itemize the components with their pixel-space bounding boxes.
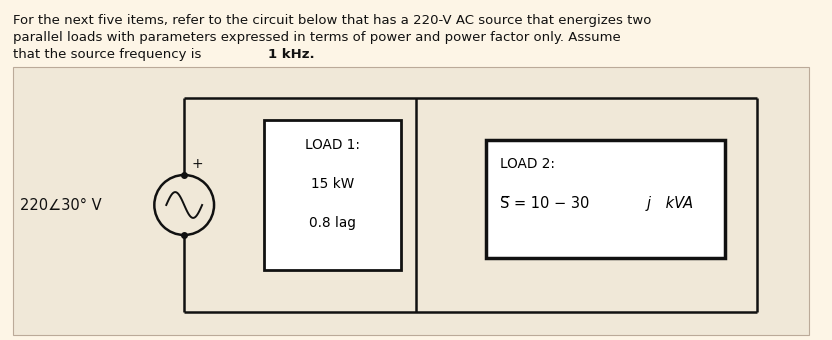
- Text: 220∠30° V: 220∠30° V: [20, 198, 102, 212]
- Text: j: j: [647, 196, 651, 211]
- Text: +: +: [191, 157, 203, 171]
- Text: parallel loads with parameters expressed in terms of power and power factor only: parallel loads with parameters expressed…: [13, 31, 621, 44]
- Text: that the source frequency is: that the source frequency is: [13, 48, 206, 61]
- Text: kVA: kVA: [661, 196, 693, 211]
- Text: For the next five items, refer to the circuit below that has a 220-V AC source t: For the next five items, refer to the ci…: [13, 14, 651, 27]
- Text: 0.8 lag: 0.8 lag: [310, 216, 356, 230]
- Bar: [264, 120, 401, 270]
- Text: LOAD 1:: LOAD 1:: [305, 138, 360, 152]
- Bar: [486, 140, 725, 258]
- Text: 1 kHz.: 1 kHz.: [268, 48, 315, 61]
- Text: 15 kW: 15 kW: [311, 177, 354, 191]
- Text: S̅ = 10 − 30: S̅ = 10 − 30: [500, 196, 589, 211]
- Bar: [13, 67, 810, 335]
- Text: LOAD 2:: LOAD 2:: [500, 157, 555, 171]
